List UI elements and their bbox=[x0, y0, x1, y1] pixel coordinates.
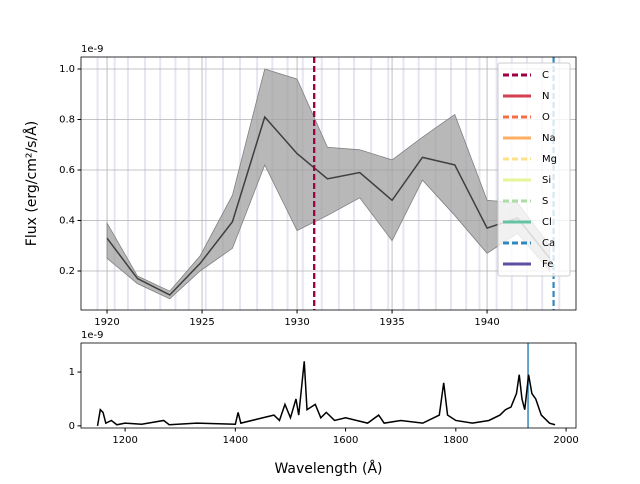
uncertainty-band bbox=[106, 68, 551, 300]
legend-label: Si bbox=[542, 175, 551, 186]
offset-text: 1e-9 bbox=[81, 330, 104, 341]
x-tick-label: 1800 bbox=[443, 435, 468, 446]
legend: CNO Na Mg Si S Cl Ca Fe bbox=[497, 62, 571, 277]
y-tick-label: 0.2 bbox=[59, 266, 75, 277]
legend-label: Na bbox=[542, 133, 556, 144]
x-tick-label: 1920 bbox=[94, 317, 119, 328]
y-tick-label: 1.0 bbox=[59, 64, 75, 75]
spectrum-line bbox=[96, 361, 556, 426]
y-tick-label: 0.8 bbox=[59, 114, 75, 125]
x-tick-label: 1935 bbox=[379, 317, 404, 328]
x-tick-label: 1400 bbox=[223, 435, 248, 446]
x-axis-label: Wavelength (Å) bbox=[274, 460, 382, 477]
x-tick-label: 1200 bbox=[112, 435, 137, 446]
y-axis-label: Flux (erg/cm²/s/Å) bbox=[23, 121, 40, 246]
legend-label: Ca bbox=[542, 238, 555, 249]
legend-label: O bbox=[542, 112, 550, 123]
legend-label: N bbox=[542, 91, 549, 102]
x-tick-label: 1930 bbox=[284, 317, 309, 328]
y-tick-label: 1 bbox=[69, 367, 75, 378]
axes-frame bbox=[80, 56, 577, 311]
x-tick-label: 1600 bbox=[333, 435, 358, 446]
panel: 1920 1925 1930 1935 1940 0.2 0.4 0.6 0.8 1.0 1e-9 F… bbox=[23, 44, 577, 328]
legend-label: C bbox=[542, 70, 549, 81]
legend-label: Mg bbox=[542, 154, 557, 165]
x-tick-label: 2000 bbox=[553, 435, 578, 446]
offset-text: 1e-9 bbox=[81, 44, 104, 55]
legend-label: Fe bbox=[542, 259, 553, 270]
y-tick-label: 0.4 bbox=[59, 215, 75, 226]
axes-frame bbox=[80, 342, 577, 429]
legend-label: S bbox=[542, 196, 548, 207]
y-tick-label: 0.6 bbox=[59, 165, 75, 176]
spectrum-line bbox=[106, 115, 551, 296]
x-tick-label: 1940 bbox=[474, 317, 499, 328]
x-tick-label: 1925 bbox=[189, 317, 214, 328]
y-tick-label: 0 bbox=[69, 421, 75, 432]
panel: 1200 1400 1600 1800 2000 0 1 1e-9 Wavelength (Å) bbox=[69, 330, 579, 477]
legend-label: Cl bbox=[542, 217, 552, 228]
